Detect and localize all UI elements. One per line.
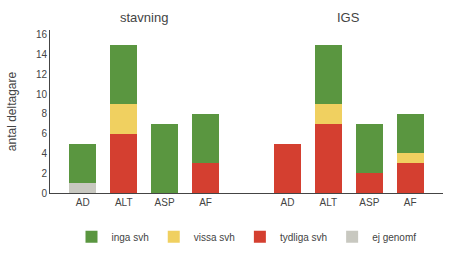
svg-text:inga svh: inga svh [112, 232, 149, 243]
svg-text:8: 8 [41, 108, 47, 119]
svg-text:ALT: ALT [320, 197, 338, 208]
svg-text:stavning: stavning [120, 10, 168, 25]
svg-text:0: 0 [41, 188, 47, 199]
svg-text:ASP: ASP [359, 197, 379, 208]
svg-text:4: 4 [41, 148, 47, 159]
svg-text:10: 10 [36, 89, 48, 100]
svg-text:2: 2 [41, 168, 47, 179]
svg-text:AF: AF [199, 197, 212, 208]
svg-text:ej genomf: ej genomf [372, 232, 416, 243]
svg-text:14: 14 [36, 49, 48, 60]
svg-text:ASP: ASP [155, 197, 175, 208]
svg-text:AD: AD [76, 197, 90, 208]
svg-text:tydliga svh: tydliga svh [280, 232, 327, 243]
svg-text:12: 12 [36, 69, 48, 80]
svg-text:ALT: ALT [115, 197, 133, 208]
svg-text:antal deltagare: antal deltagare [5, 71, 19, 151]
svg-text:6: 6 [41, 128, 47, 139]
svg-text:16: 16 [36, 29, 48, 40]
svg-text:AD: AD [280, 197, 294, 208]
svg-text:AF: AF [404, 197, 417, 208]
svg-text:IGS: IGS [337, 10, 360, 25]
svg-text:vissa svh: vissa svh [194, 232, 235, 243]
